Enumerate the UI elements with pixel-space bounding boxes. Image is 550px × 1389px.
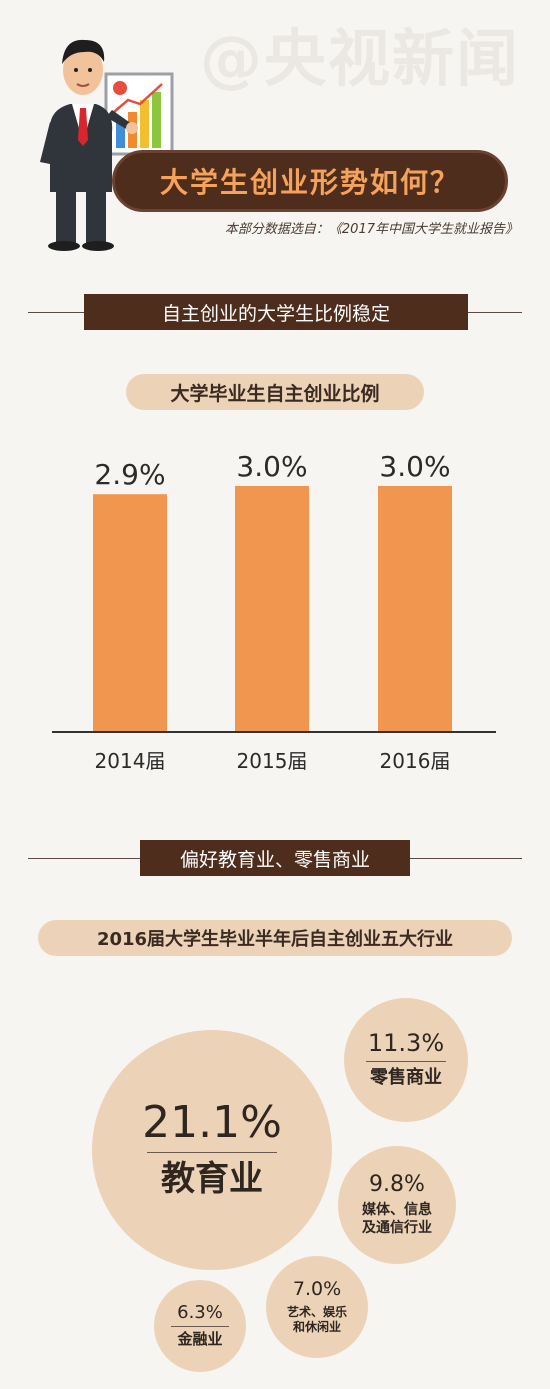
bubble-arts: 7.0% 艺术、娱乐 和休闲业 xyxy=(266,1256,368,1358)
bubble-value: 6.3% xyxy=(177,1302,223,1324)
bar xyxy=(93,494,167,732)
bubble-retail: 11.3% 零售商业 xyxy=(344,998,468,1122)
bubble-divider xyxy=(147,1152,277,1154)
bar-value-label: 3.0% xyxy=(236,450,307,483)
bubble-label: 金融业 xyxy=(177,1330,223,1349)
section1-line-left xyxy=(28,312,84,313)
page-title-pill: 大学生创业形势如何？ xyxy=(112,150,508,212)
bubble-label: 艺术、娱乐 和休闲业 xyxy=(286,1304,347,1334)
section2-line-right xyxy=(410,858,522,859)
bubble-finance: 6.3% 金融业 xyxy=(154,1280,246,1372)
bubble-value: 21.1% xyxy=(142,1097,282,1149)
bubble-chart-title: 2016届大学生毕业半年后自主创业五大行业 xyxy=(38,920,512,956)
bubble-label: 媒体、信息 及通信行业 xyxy=(362,1202,432,1236)
section1-heading: 自主创业的大学生比例稳定 xyxy=(84,294,468,330)
bar-value-label: 2.9% xyxy=(94,458,165,491)
section2-heading: 偏好教育业、零售商业 xyxy=(140,840,410,876)
section1-line-right xyxy=(468,312,522,313)
category-tick-label: 2015届 xyxy=(237,749,308,773)
page-title: 大学生创业形势如何？ xyxy=(159,166,460,199)
bubble-value: 9.8% xyxy=(369,1171,425,1197)
bubble-value: 11.3% xyxy=(367,1029,445,1058)
bubble-label: 教育业 xyxy=(161,1159,263,1200)
bar xyxy=(378,486,452,732)
category-tick-label: 2016届 xyxy=(380,749,451,773)
businessman-illustration xyxy=(40,39,174,251)
source-note: 本部分数据选自：《2017年中国大学生就业报告》 xyxy=(224,222,518,237)
bubble-media: 9.8% 媒体、信息 及通信行业 xyxy=(338,1146,456,1264)
bar-value-label: 3.0% xyxy=(379,450,450,483)
watermark: @央视新闻 xyxy=(200,22,521,95)
bar-chart-title: 大学毕业生自主创业比例 xyxy=(126,374,424,410)
bubble-value: 7.0% xyxy=(292,1278,342,1301)
bubble-divider xyxy=(366,1061,446,1063)
category-tick-label: 2014届 xyxy=(95,749,166,773)
bubble-label: 零售商业 xyxy=(370,1067,442,1089)
bar xyxy=(235,486,309,732)
bubble-education: 21.1% 教育业 xyxy=(92,1030,332,1270)
bubble-divider xyxy=(171,1326,229,1328)
section2-line-left xyxy=(28,858,140,859)
bar-chart: 2.9% 2014届 3.0% 2015届 3.0% 2016届 xyxy=(52,450,496,773)
